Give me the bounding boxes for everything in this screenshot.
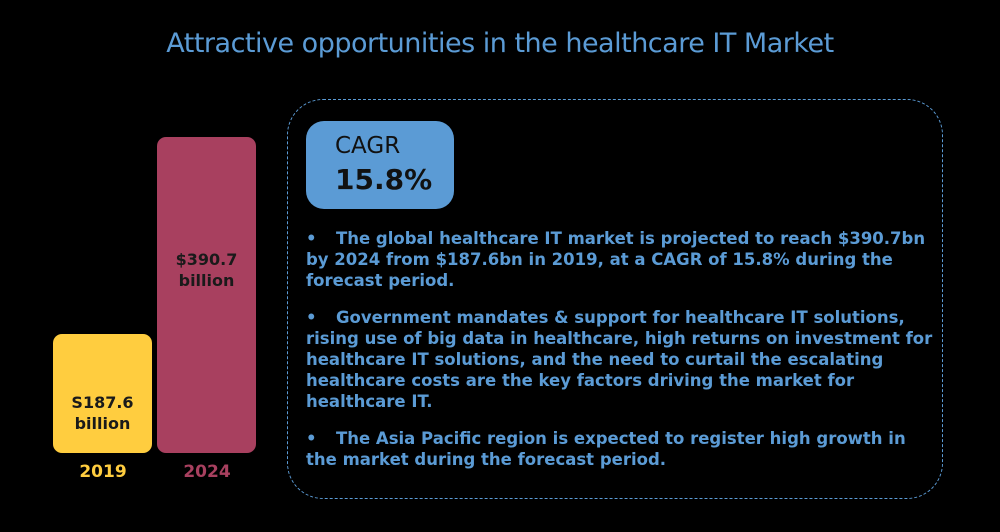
bullet-item: • The global healthcare IT market is proj… <box>306 228 936 291</box>
page-title: Attractive opportunities in the healthca… <box>166 28 834 59</box>
x-tick-2019: 2019 <box>79 462 127 482</box>
bullet-list: • The global healthcare IT market is proj… <box>306 228 936 486</box>
data-label-value: $390.7 <box>175 250 238 270</box>
info-panel <box>287 99 943 499</box>
bar-2024: $390.7 billion <box>157 137 256 453</box>
data-label-2024: $390.7 billion <box>176 249 238 291</box>
data-label-unit: billion <box>178 271 235 291</box>
x-tick-2024: 2024 <box>183 462 231 482</box>
bullet-item: • The Asia Pacific region is expected to … <box>306 428 936 470</box>
bullet-text: The global healthcare IT market is proje… <box>306 229 926 290</box>
cagr-label: CAGR <box>335 133 401 159</box>
bullet-item: • Government mandates & support for healt… <box>306 307 936 412</box>
cagr-value: 15.8% <box>335 163 433 196</box>
bar-2019: S187.6 billion <box>53 334 152 453</box>
data-label-value: S187.6 <box>71 393 134 413</box>
data-label-2019: S187.6 billion <box>71 392 133 434</box>
cagr-badge: CAGR 15.8% <box>306 121 454 209</box>
bullet-text: The Asia Pacific region is expected to r… <box>306 429 906 469</box>
bullet-icon: • <box>306 429 317 448</box>
bullet-icon: • <box>306 308 317 327</box>
data-label-unit: billion <box>74 414 131 434</box>
bullet-icon: • <box>306 229 317 248</box>
bullet-text: Government mandates & support for health… <box>306 308 933 411</box>
